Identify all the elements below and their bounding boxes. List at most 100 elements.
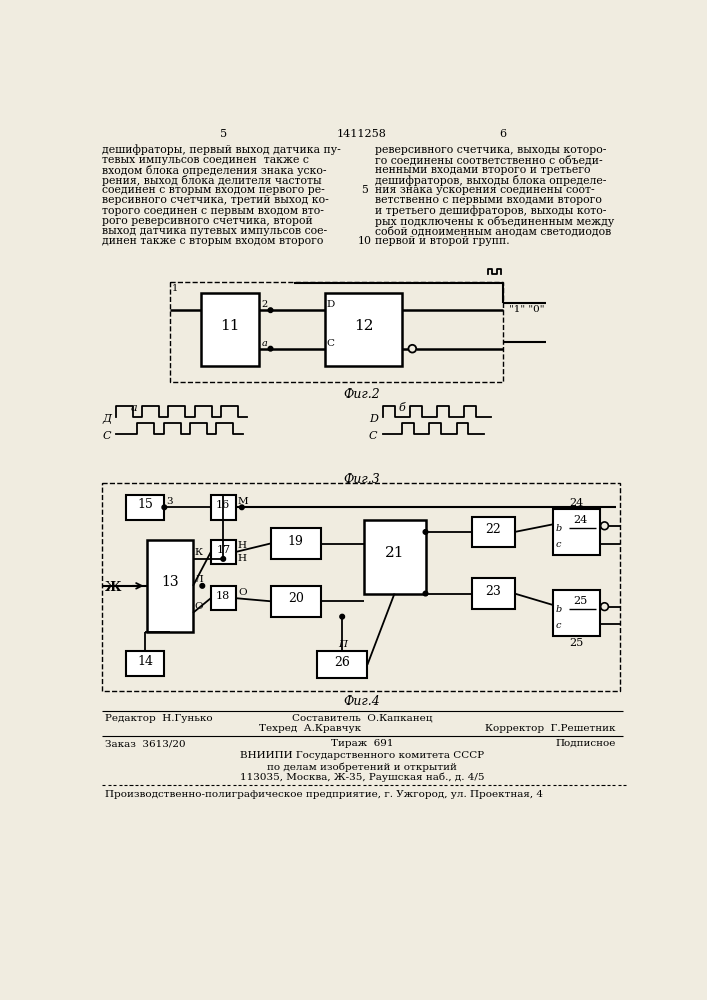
Text: 24: 24 [573, 515, 588, 525]
Bar [271, 586, 321, 617]
Text: и третьего дешифраторов, выходы кото-: и третьего дешифраторов, выходы кото- [375, 206, 607, 216]
Bar [317, 651, 368, 678]
Text: Производственно-полиграфическое предприятие, г. Ужгород, ул. Проектная, 4: Производственно-полиграфическое предприя… [105, 790, 544, 799]
Bar [271, 528, 321, 559]
Bar [201, 293, 259, 366]
Text: Составитель  О.Капканец: Составитель О.Капканец [292, 714, 432, 723]
Text: 12: 12 [354, 319, 373, 333]
Text: 113035, Москва, Ж-35, Раушская наб., д. 4/5: 113035, Москва, Ж-35, Раушская наб., д. … [240, 773, 484, 782]
Bar [126, 495, 164, 520]
Text: выход датчика путевых импульсов сое-: выход датчика путевых импульсов сое- [103, 226, 327, 236]
Text: Д: Д [103, 414, 111, 424]
Circle shape [423, 591, 428, 596]
Text: 10: 10 [358, 236, 372, 246]
Text: М: М [238, 497, 249, 506]
Text: c: c [556, 620, 561, 630]
Bar [554, 590, 600, 636]
Text: рых подключены к объединенным между: рых подключены к объединенным между [375, 216, 614, 227]
Text: C: C [327, 339, 334, 348]
Text: Фиг.3: Фиг.3 [344, 473, 380, 486]
Text: К: К [194, 548, 202, 557]
Bar [126, 651, 164, 676]
Circle shape [423, 530, 428, 534]
Text: c: c [556, 540, 561, 549]
Bar [170, 282, 503, 382]
Text: дешифраторы, первый выход датчика пу-: дешифраторы, первый выход датчика пу- [103, 145, 341, 155]
Text: Техред  А.Кравчук: Техред А.Кравчук [259, 724, 361, 733]
Text: 11: 11 [220, 319, 240, 333]
Bar [363, 520, 426, 594]
Text: 26: 26 [334, 656, 350, 669]
Text: Н: Н [238, 554, 247, 563]
Bar [146, 540, 193, 632]
Text: а: а [131, 403, 138, 413]
Circle shape [268, 346, 273, 351]
Text: Тираж  691: Тираж 691 [331, 739, 393, 748]
Text: 22: 22 [486, 523, 501, 536]
Text: собой одноименным анодам светодиодов: собой одноименным анодам светодиодов [375, 226, 612, 237]
Text: D: D [369, 414, 378, 424]
Text: по делам изобретений и открытий: по делам изобретений и открытий [267, 762, 457, 772]
Text: 15: 15 [137, 498, 153, 512]
Text: 14: 14 [137, 655, 153, 668]
Text: Заказ  3613/20: Заказ 3613/20 [105, 739, 186, 748]
Text: 5: 5 [361, 185, 368, 195]
Text: Л: Л [194, 575, 204, 584]
Text: 21: 21 [385, 546, 404, 560]
Text: 25: 25 [573, 596, 588, 606]
Text: Фиг.4: Фиг.4 [344, 695, 380, 708]
Bar [472, 578, 515, 609]
Text: D: D [327, 300, 334, 309]
Bar [211, 540, 235, 564]
Text: О: О [238, 588, 247, 597]
Text: го соединены соответственно с объеди-: го соединены соответственно с объеди- [375, 155, 603, 165]
Text: соединен с вторым входом первого ре-: соединен с вторым входом первого ре- [103, 185, 325, 195]
Text: Н: Н [238, 541, 247, 550]
Text: a: a [261, 339, 267, 348]
Bar [325, 293, 402, 366]
Bar [211, 586, 235, 610]
Text: Подписное: Подписное [555, 739, 615, 748]
Text: 24: 24 [570, 498, 584, 508]
Text: 5: 5 [221, 129, 228, 139]
Text: ненными входами второго и третьего: ненными входами второго и третьего [375, 165, 590, 175]
Text: О: О [194, 602, 203, 611]
Text: Ж: Ж [105, 581, 121, 594]
Text: 6: 6 [499, 129, 506, 139]
Text: ВНИИПИ Государственного комитета СССР: ВНИИПИ Государственного комитета СССР [240, 751, 484, 760]
Text: С: С [103, 431, 111, 441]
Circle shape [268, 308, 273, 312]
Circle shape [240, 505, 244, 510]
Text: 2: 2 [261, 300, 267, 309]
Text: 23: 23 [486, 585, 501, 598]
Text: 13: 13 [161, 575, 179, 589]
Text: Корректор  Г.Решетник: Корректор Г.Решетник [485, 724, 615, 733]
Text: b: b [556, 605, 562, 614]
Text: первой и второй групп.: первой и второй групп. [375, 236, 510, 246]
Text: Фиг.2: Фиг.2 [344, 388, 380, 401]
Bar [211, 495, 235, 520]
Text: 1: 1 [172, 284, 178, 293]
Text: 19: 19 [288, 535, 303, 548]
Circle shape [221, 557, 226, 561]
Text: 18: 18 [216, 591, 230, 601]
Text: б: б [398, 403, 405, 413]
Text: входом блока определения знака уско-: входом блока определения знака уско- [103, 165, 327, 176]
Circle shape [340, 614, 344, 619]
Text: торого соединен с первым входом вто-: торого соединен с первым входом вто- [103, 206, 325, 216]
Bar [472, 517, 515, 547]
Text: Редактор  Н.Гунько: Редактор Н.Гунько [105, 714, 213, 723]
Text: динен также с вторым входом второго: динен также с вторым входом второго [103, 236, 324, 246]
Bar [554, 509, 600, 555]
Text: реверсивного счетчика, выходы которо-: реверсивного счетчика, выходы которо- [375, 145, 607, 155]
Text: рения, выход блока делителя частоты: рения, выход блока делителя частоты [103, 175, 322, 186]
Text: 3: 3 [166, 497, 173, 506]
Text: 16: 16 [216, 500, 230, 510]
Text: П: П [339, 640, 347, 649]
Text: C: C [369, 431, 378, 441]
Text: тевых импульсов соединен  также с: тевых импульсов соединен также с [103, 155, 309, 165]
Circle shape [200, 584, 204, 588]
Text: 20: 20 [288, 592, 303, 605]
Text: версивного счетчика, третий выход ко-: версивного счетчика, третий выход ко- [103, 195, 329, 205]
Text: 25: 25 [570, 638, 584, 648]
